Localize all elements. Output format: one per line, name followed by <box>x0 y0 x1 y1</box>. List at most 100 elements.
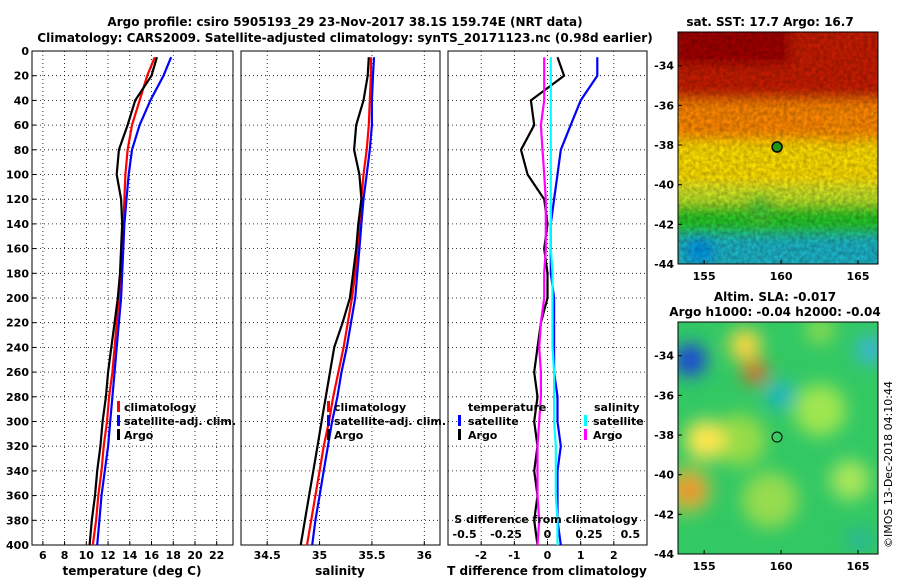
s-difference-axis: S difference from climatology -0.5 -0.25 0… <box>453 513 641 541</box>
y-tick-label: 360 <box>6 490 29 503</box>
series-line-climatology <box>305 57 372 545</box>
series-line-t-argo <box>519 56 566 545</box>
y-tick-label: 400 <box>6 539 29 552</box>
sla-map-frame <box>677 321 879 555</box>
legend-label-t-satellite: satellite <box>468 415 519 428</box>
t-difference-xlabel: T difference from climatology <box>447 564 647 578</box>
sst-argo-marker <box>771 141 783 153</box>
map-y-tick-label: -38 <box>654 139 674 152</box>
sla-map-title: Altim. SLA: -0.017 <box>714 290 836 304</box>
s-difference-ticks: -0.5 -0.25 0 0.25 0.5 <box>453 528 641 541</box>
sla-blob-blue-1 <box>678 344 706 376</box>
y-tick-label: 160 <box>6 243 29 256</box>
x-tick-label: 8 <box>61 549 69 562</box>
series-line-s-argo <box>536 57 547 545</box>
legend-swatch-argo <box>117 429 120 440</box>
temperature-series <box>88 56 173 545</box>
x-tick-label: 35 <box>312 549 327 562</box>
series-line-t-satellite <box>549 57 599 545</box>
series-line-satellite-adj-clim- <box>96 56 173 545</box>
x-tick-label: 0 <box>544 549 552 562</box>
sla-map-ticks: 155 160 165 -44 -42 -40 -38 -36 -34 <box>654 350 869 573</box>
s-tick-label: 0 <box>544 528 552 541</box>
map-y-tick-label: -36 <box>654 389 674 402</box>
legend-label-argo: Argo <box>334 429 364 442</box>
difference-panel: -2 -1 0 1 2 T difference from climatology S … <box>447 50 648 578</box>
x-tick-label: 35.5 <box>358 549 385 562</box>
map-x-tick-label: 155 <box>693 560 716 573</box>
map-x-tick-label: 160 <box>770 270 793 283</box>
map-x-tick-label: 160 <box>770 560 793 573</box>
sst-map-ticks: 155 160 165 -44 -42 -40 -38 -36 -34 <box>654 60 869 283</box>
map-x-tick-label: 155 <box>693 270 716 283</box>
map-y-tick-label: -34 <box>654 60 674 73</box>
y-tick-label: 280 <box>6 391 29 404</box>
legend-swatch-t-argo <box>458 429 461 440</box>
temperature-axis-ticks: 6 8 10 12 14 16 18 20 22 <box>39 541 224 562</box>
y-tick-label: 260 <box>6 366 29 379</box>
map-y-tick-label: -42 <box>654 508 674 521</box>
y-tick-label: 80 <box>14 144 30 157</box>
sla-map-panel: Altim. SLA: -0.017 Argo h1000: -0.04 h20… <box>654 290 881 573</box>
y-tick-label: 100 <box>6 169 29 182</box>
sla-blob-lightgreen-4 <box>830 460 870 500</box>
x-tick-label: 16 <box>144 549 160 562</box>
sla-argo-marker <box>771 431 783 443</box>
sla-blob-blue-4 <box>848 528 872 552</box>
x-tick-label: 14 <box>122 549 138 562</box>
x-tick-label: -2 <box>475 549 487 562</box>
sst-map-frame <box>677 31 879 265</box>
y-tick-label: 60 <box>14 119 30 132</box>
sst-map-title: sat. SST: 17.7 Argo: 16.7 <box>686 15 853 29</box>
sla-map-subtitle: Argo h1000: -0.04 h2000: -0.04 <box>669 305 880 319</box>
map-x-tick-label: 165 <box>847 560 870 573</box>
sla-blob-yellow-3 <box>678 466 712 514</box>
imos-credit: ©IMOS 13-Dec-2018 04:10:44 <box>882 381 895 548</box>
map-y-tick-label: -34 <box>654 350 674 363</box>
y-tick-label: 240 <box>6 341 29 354</box>
legend-title-salinity: salinity <box>594 401 640 414</box>
sla-blob-yellow-2 <box>729 329 761 361</box>
salinity-legend: climatology satellite-adj. clim. Argo <box>327 401 446 442</box>
y-tick-label: 300 <box>6 416 29 429</box>
figure-title-line2: Climatology: CARS2009. Satellite-adjuste… <box>37 31 652 46</box>
sla-blob-lightgreen-3 <box>742 472 798 528</box>
x-tick-label: 20 <box>187 549 203 562</box>
map-x-tick-label: 165 <box>847 270 870 283</box>
y-tick-label: 180 <box>6 267 29 280</box>
y-tick-label: 220 <box>6 317 29 330</box>
x-tick-label: 34.5 <box>254 549 281 562</box>
x-tick-label: 2 <box>610 549 618 562</box>
legend-label-s-satellite: satellite <box>593 415 644 428</box>
x-tick-label: -1 <box>508 549 520 562</box>
sla-blob-lightgreen-5 <box>806 322 834 344</box>
y-tick-label: 40 <box>14 94 30 107</box>
t-difference-axis-ticks: -2 -1 0 1 2 <box>475 541 618 562</box>
figure-title-line1: Argo profile: csiro 5905193_29 23-Nov-20… <box>107 15 582 30</box>
legend-swatch-satellite <box>117 415 120 426</box>
s-tick-label: -0.5 <box>453 528 477 541</box>
x-tick-label: 6 <box>39 549 47 562</box>
y-tick-label: 0 <box>21 45 29 58</box>
y-tick-label: 200 <box>6 292 29 305</box>
map-y-tick-label: -36 <box>654 99 674 112</box>
sla-blob-lightgreen-2 <box>794 384 846 436</box>
sla-heatmap <box>678 322 878 552</box>
series-line-satellite-adj-clim- <box>311 57 376 545</box>
series-line-argo <box>299 57 370 545</box>
sla-blob-blue-3 <box>856 336 878 364</box>
map-y-tick-label: -44 <box>654 258 674 271</box>
legend-label-argo: Argo <box>124 429 154 442</box>
legend-swatch-argo <box>327 429 330 440</box>
map-y-tick-label: -40 <box>654 469 674 482</box>
x-tick-label: 10 <box>79 549 95 562</box>
x-tick-label: 12 <box>100 549 115 562</box>
difference-series <box>519 56 599 545</box>
salinity-xlabel: salinity <box>315 564 365 578</box>
sla-blob-lightgreen-1 <box>714 414 766 466</box>
s-difference-label: S difference from climatology <box>454 513 638 526</box>
x-tick-label: 18 <box>166 549 181 562</box>
t-difference-legend: temperature satellite Argo <box>458 401 546 442</box>
legend-swatch-climatology <box>117 401 120 412</box>
s-tick-label: 0.5 <box>621 528 641 541</box>
